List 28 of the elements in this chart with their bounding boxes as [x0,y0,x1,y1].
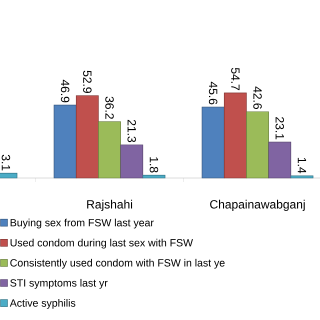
data-label: 45.6 [208,82,218,104]
bar [120,144,144,178]
bar [142,174,166,178]
legend-label: Consistently used condom with FSW in last ye [10,258,225,269]
legend-label: STI symptoms last yr [10,278,108,289]
legend-label: Used condom during last sex with FSW [10,238,193,249]
data-label: 21.3 [127,120,136,142]
data-label: 1.8 [150,157,158,172]
data-label: 54.7 [231,68,240,90]
data-label: 36.2 [105,96,114,119]
x-tick-label: Rajshahi [87,200,132,211]
data-label: 23.1 [275,117,284,140]
bar [290,176,314,178]
bar [268,142,292,178]
data-label: 1.4 [298,158,306,174]
legend-label: Buying sex from FSW last year [10,218,154,228]
bar [98,121,121,178]
bar [246,111,269,178]
data-label: 42.6 [253,86,262,110]
bar [76,95,99,178]
data-label: 52.9 [83,70,92,93]
x-tick-label: Chapainawabganj [210,200,305,211]
bar [54,104,77,178]
data-label: 46.9 [60,80,70,102]
data-label: 3.1 [2,154,10,170]
bar [224,92,247,178]
bar [202,106,225,178]
legend-label: Active syphilis [10,299,76,309]
